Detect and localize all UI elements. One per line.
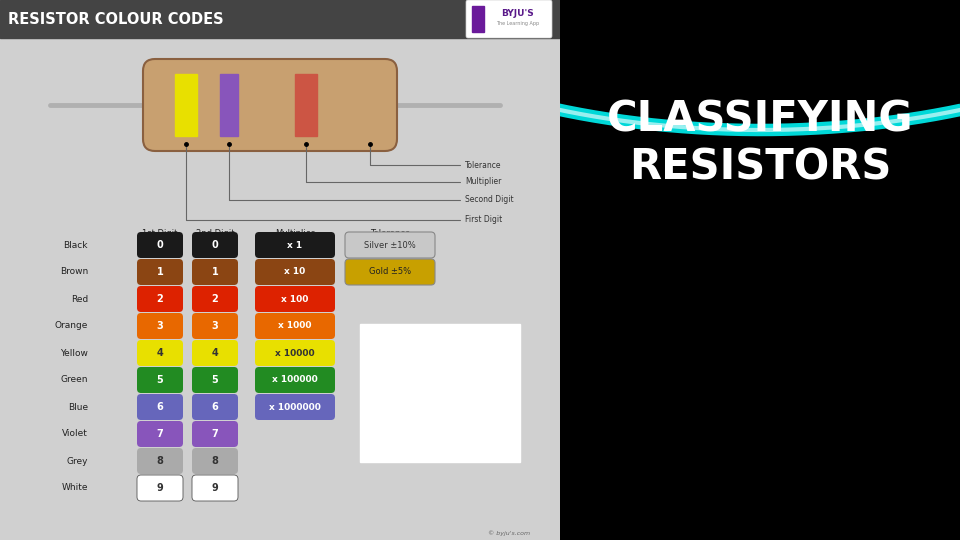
FancyBboxPatch shape (345, 259, 435, 285)
FancyBboxPatch shape (255, 340, 335, 366)
Text: Multiplier: Multiplier (465, 178, 501, 186)
FancyBboxPatch shape (137, 421, 183, 447)
Text: 2nd Digit: 2nd Digit (196, 228, 234, 238)
FancyBboxPatch shape (137, 259, 183, 285)
FancyBboxPatch shape (192, 367, 238, 393)
Text: 0: 0 (156, 240, 163, 250)
FancyBboxPatch shape (192, 259, 238, 285)
Text: Black: Black (63, 240, 88, 249)
Bar (175, 74, 197, 136)
Text: Red: Red (71, 294, 88, 303)
FancyBboxPatch shape (192, 286, 238, 312)
Text: The Learning App: The Learning App (496, 22, 540, 26)
Text: Yellow: Yellow (60, 348, 88, 357)
Bar (220, 74, 238, 136)
Text: 8: 8 (211, 456, 219, 466)
Text: Violet: Violet (62, 429, 88, 438)
Text: Green: Green (60, 375, 88, 384)
Text: Grey: Grey (66, 456, 88, 465)
Text: x 100: x 100 (281, 294, 309, 303)
FancyBboxPatch shape (255, 313, 335, 339)
Text: 6: 6 (211, 402, 218, 412)
FancyBboxPatch shape (137, 367, 183, 393)
Text: 9: 9 (211, 483, 218, 493)
FancyBboxPatch shape (345, 232, 435, 258)
Bar (0, 0, 560, 38)
Bar (360, 324, 520, 462)
FancyBboxPatch shape (192, 313, 238, 339)
Text: x 10000: x 10000 (276, 348, 315, 357)
Text: 6: 6 (156, 402, 163, 412)
FancyBboxPatch shape (255, 367, 335, 393)
Text: 3: 3 (211, 321, 218, 331)
Text: 4: 4 (211, 348, 218, 358)
Text: Orange: Orange (55, 321, 88, 330)
Text: 9: 9 (156, 483, 163, 493)
Text: 1: 1 (211, 267, 218, 277)
FancyBboxPatch shape (255, 232, 335, 258)
FancyBboxPatch shape (255, 394, 335, 420)
Text: x 1000: x 1000 (278, 321, 312, 330)
Text: 1st Digit: 1st Digit (142, 228, 178, 238)
Text: RESISTOR COLOUR CODES: RESISTOR COLOUR CODES (8, 11, 224, 26)
FancyBboxPatch shape (192, 421, 238, 447)
Text: 3: 3 (156, 321, 163, 331)
Text: 7: 7 (211, 429, 218, 439)
Text: RESISTORS: RESISTORS (629, 147, 891, 189)
Text: Multiplier: Multiplier (276, 228, 315, 238)
Text: 5: 5 (211, 375, 218, 385)
Text: x 1: x 1 (287, 240, 302, 249)
Text: First Digit: First Digit (465, 215, 502, 225)
Bar (295, 74, 317, 136)
FancyBboxPatch shape (137, 313, 183, 339)
Text: 0: 0 (211, 240, 218, 250)
Text: BYJU'S: BYJU'S (502, 10, 535, 18)
Text: 7: 7 (156, 429, 163, 439)
Text: CLASSIFYING: CLASSIFYING (607, 99, 913, 141)
Text: © byju's.com: © byju's.com (488, 530, 530, 536)
Text: Second Digit: Second Digit (465, 195, 514, 205)
Text: 2: 2 (211, 294, 218, 304)
Text: 5: 5 (156, 375, 163, 385)
FancyBboxPatch shape (137, 448, 183, 474)
FancyBboxPatch shape (192, 448, 238, 474)
FancyBboxPatch shape (192, 475, 238, 501)
FancyBboxPatch shape (466, 0, 552, 38)
Text: 1: 1 (156, 267, 163, 277)
Text: x 1000000: x 1000000 (269, 402, 321, 411)
FancyBboxPatch shape (192, 232, 238, 258)
Bar (472, 6, 484, 32)
Text: Brown: Brown (60, 267, 88, 276)
FancyBboxPatch shape (143, 59, 397, 151)
FancyBboxPatch shape (137, 286, 183, 312)
Text: 2: 2 (156, 294, 163, 304)
Text: Tolerance: Tolerance (370, 228, 410, 238)
FancyBboxPatch shape (137, 475, 183, 501)
Text: Tolerance: Tolerance (465, 160, 501, 170)
Text: 4: 4 (156, 348, 163, 358)
FancyBboxPatch shape (137, 340, 183, 366)
Text: White: White (61, 483, 88, 492)
FancyBboxPatch shape (192, 394, 238, 420)
FancyBboxPatch shape (255, 259, 335, 285)
Text: Gold ±5%: Gold ±5% (369, 267, 411, 276)
FancyBboxPatch shape (192, 340, 238, 366)
Text: 8: 8 (156, 456, 163, 466)
Text: Blue: Blue (68, 402, 88, 411)
FancyBboxPatch shape (137, 232, 183, 258)
Text: x 100000: x 100000 (272, 375, 318, 384)
FancyBboxPatch shape (255, 286, 335, 312)
Text: x 10: x 10 (284, 267, 305, 276)
Text: Silver ±10%: Silver ±10% (364, 240, 416, 249)
FancyBboxPatch shape (137, 394, 183, 420)
